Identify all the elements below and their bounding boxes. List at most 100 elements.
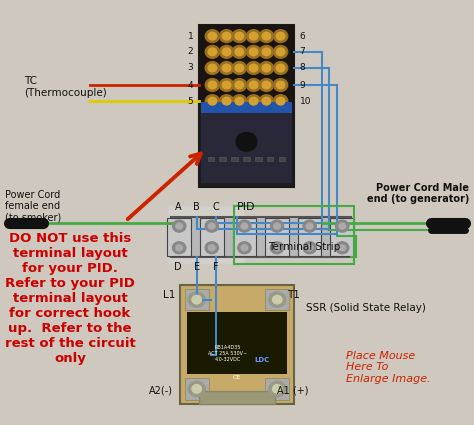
Bar [265, 218, 289, 256]
Circle shape [208, 32, 217, 40]
Text: D: D [174, 262, 182, 272]
Circle shape [339, 245, 346, 251]
Circle shape [205, 95, 219, 108]
Circle shape [219, 95, 234, 108]
Circle shape [205, 79, 219, 91]
Circle shape [336, 220, 349, 232]
Circle shape [246, 62, 261, 74]
Circle shape [270, 242, 283, 254]
Circle shape [276, 48, 285, 56]
Circle shape [273, 45, 288, 58]
Circle shape [306, 223, 313, 229]
Circle shape [205, 62, 219, 74]
Circle shape [176, 245, 182, 251]
Circle shape [249, 48, 258, 56]
Circle shape [273, 245, 280, 251]
Text: 1: 1 [188, 31, 193, 41]
Circle shape [235, 81, 244, 89]
Circle shape [273, 79, 288, 91]
Circle shape [259, 79, 273, 91]
Bar [231, 157, 238, 162]
Circle shape [208, 81, 217, 89]
Circle shape [173, 220, 186, 232]
Circle shape [273, 95, 288, 108]
Bar [201, 107, 292, 183]
Bar [199, 391, 275, 404]
Bar [180, 285, 294, 404]
Bar [279, 157, 285, 162]
Text: PID: PID [237, 202, 256, 212]
Circle shape [241, 245, 248, 251]
Circle shape [232, 95, 246, 108]
Circle shape [262, 32, 271, 40]
Text: 5: 5 [188, 96, 193, 106]
Text: 2: 2 [188, 47, 193, 57]
Text: 4: 4 [188, 80, 193, 90]
Circle shape [270, 220, 283, 232]
Text: A1 (+): A1 (+) [277, 385, 309, 395]
Circle shape [238, 242, 251, 254]
Circle shape [238, 220, 251, 232]
Bar [298, 218, 321, 256]
Text: DO NOT use this
terminal layout
for your PID.
Refer to your PID
terminal layout
: DO NOT use this terminal layout for your… [5, 232, 136, 365]
Circle shape [249, 81, 258, 89]
Text: E: E [194, 262, 200, 272]
Bar [267, 157, 273, 162]
Text: 6: 6 [300, 31, 305, 41]
Bar [265, 289, 289, 310]
Bar [330, 218, 354, 256]
Circle shape [209, 223, 215, 229]
Circle shape [269, 381, 286, 397]
Circle shape [241, 223, 248, 229]
Circle shape [188, 292, 205, 307]
Text: 10: 10 [300, 96, 311, 106]
Circle shape [219, 45, 234, 58]
Bar [255, 157, 262, 162]
Circle shape [249, 64, 258, 72]
Circle shape [235, 64, 244, 72]
Circle shape [262, 97, 271, 105]
Circle shape [276, 64, 285, 72]
Bar [234, 206, 355, 264]
Circle shape [273, 223, 280, 229]
Circle shape [232, 30, 246, 42]
Bar [167, 218, 191, 256]
Circle shape [303, 242, 316, 254]
Circle shape [222, 32, 231, 40]
Circle shape [173, 242, 186, 254]
Circle shape [249, 32, 258, 40]
Circle shape [273, 62, 288, 74]
Bar [185, 378, 209, 400]
Circle shape [208, 64, 217, 72]
Circle shape [232, 45, 246, 58]
Circle shape [205, 30, 219, 42]
Circle shape [209, 245, 215, 251]
Circle shape [336, 242, 349, 254]
Circle shape [222, 64, 231, 72]
Circle shape [276, 81, 285, 89]
Circle shape [273, 30, 288, 42]
Text: 7: 7 [300, 47, 305, 57]
Text: CE: CE [233, 375, 241, 380]
Circle shape [235, 48, 244, 56]
Circle shape [276, 32, 285, 40]
Text: Place Mouse
Here To
Enlarge Image.: Place Mouse Here To Enlarge Image. [346, 351, 431, 384]
Bar [185, 289, 209, 310]
Text: RB1A4D35
ACT 25A 530V~
4.0-32VDC: RB1A4D35 ACT 25A 530V~ 4.0-32VDC [209, 346, 247, 362]
Text: A2(-): A2(-) [149, 385, 173, 395]
Circle shape [232, 62, 246, 74]
Circle shape [246, 45, 261, 58]
Text: Power Cord
female end
(to smoker): Power Cord female end (to smoker) [5, 190, 61, 223]
Bar [219, 157, 226, 162]
Text: 8: 8 [300, 63, 305, 73]
Bar [199, 26, 294, 187]
Text: 9: 9 [300, 80, 305, 90]
Circle shape [235, 32, 244, 40]
Circle shape [262, 48, 271, 56]
Text: SSR (Solid State Relay): SSR (Solid State Relay) [306, 303, 426, 313]
Bar [265, 378, 289, 400]
Circle shape [236, 133, 257, 151]
Text: TC
(Thermocouple): TC (Thermocouple) [24, 76, 107, 98]
Text: F: F [213, 262, 219, 272]
Circle shape [276, 97, 285, 105]
